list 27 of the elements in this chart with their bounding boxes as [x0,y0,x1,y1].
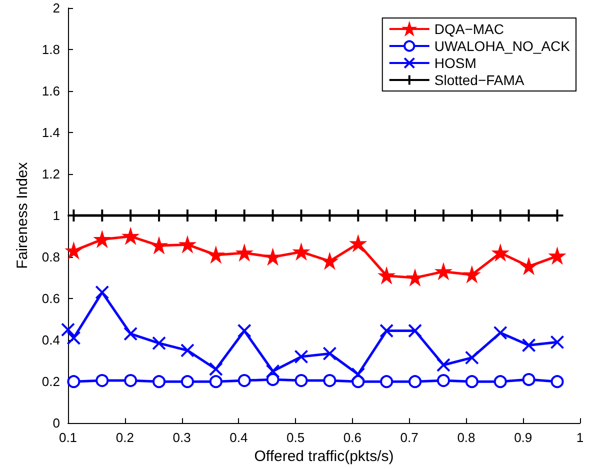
y-tick-label: 1.4 [42,125,60,140]
y-axis-title: Faireness Index [14,162,31,269]
y-tick-label: 1.6 [42,84,60,99]
y-tick-label: 1.2 [42,166,60,182]
y-tick-label: 0.8 [42,250,60,265]
x-tick-label: 0.7 [400,430,418,446]
y-tick-label: 1.8 [42,42,60,58]
legend-label: DQA−MAC [434,21,504,37]
y-tick-label: 0.4 [42,332,60,348]
x-tick-label: 0.3 [172,430,191,446]
y-tick-label: 1 [52,208,60,224]
y-tick-label: 2 [52,0,60,16]
x-tick-label: 0.1 [58,430,78,446]
x-tick-label: 0.5 [286,430,305,446]
x-tick-label: 0.4 [230,430,248,446]
y-tick-label: 0.2 [42,374,60,390]
x-axis-title: Offered traffic(pkts/s) [254,448,394,465]
x-tick-label: 1 [576,430,584,446]
x-tick-label: 0.2 [116,430,134,446]
x-tick-label: 0.9 [514,430,532,446]
legend-label: HOSM [434,55,476,71]
legend-label: Slotted−FAMA [434,72,525,88]
y-tick-label: 0.6 [42,291,60,306]
x-tick-label: 0.8 [457,430,476,446]
x-tick-label: 0.6 [343,430,362,446]
y-tick-label: 0 [52,416,60,431]
legend-label: UWALOHA_NO_ACK [434,38,571,54]
